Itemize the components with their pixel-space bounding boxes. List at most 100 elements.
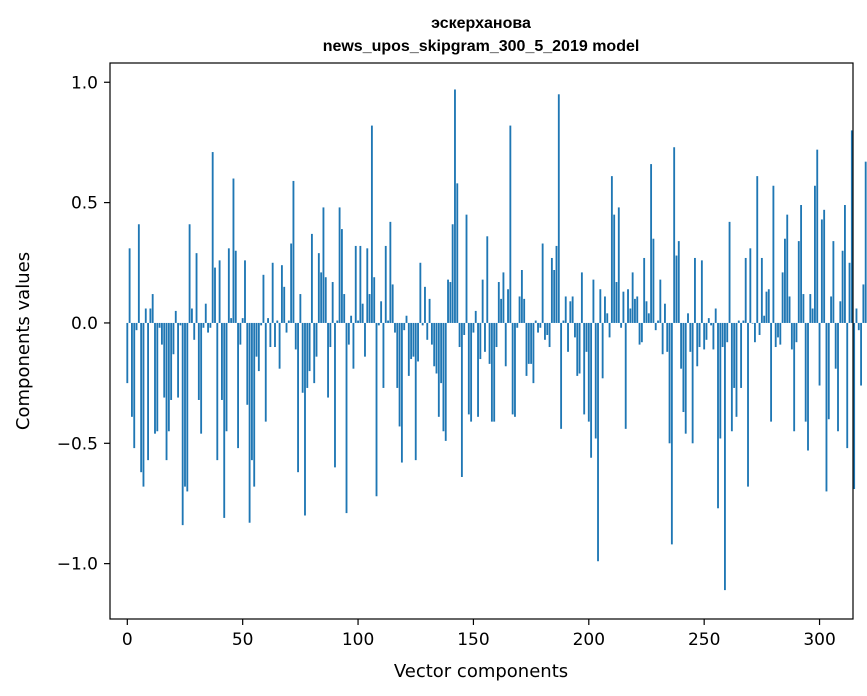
bar [269,322,272,348]
bar [278,322,281,369]
bar [417,322,419,362]
bar [814,185,816,323]
bar [627,289,629,323]
bar [832,241,835,323]
bar [594,322,597,439]
bar [135,322,138,331]
bar [770,322,773,422]
bar [571,296,574,323]
bar [190,308,193,323]
bar [202,322,205,328]
bar [184,322,186,487]
bar [534,320,537,323]
bar [599,289,602,323]
bar [262,274,265,323]
chart-subtitle: news_upos_skipgram_300_5_2019 model [323,38,640,55]
bar [126,322,129,384]
bar [158,322,161,328]
bar [652,238,655,323]
bar [809,294,812,323]
bar [368,294,371,323]
bar [447,279,449,323]
bar [781,272,784,323]
bar [530,322,533,364]
bar [343,294,346,323]
bar [613,214,616,323]
bar [382,322,385,388]
bar [414,322,417,461]
y-tick-label: −0.5 [57,434,98,454]
chart-title: эскерханова [431,15,531,32]
bar [154,322,156,434]
bar [507,289,509,323]
bar [283,286,286,323]
bar [772,185,775,323]
bar [539,322,542,328]
bar [193,322,196,340]
bar [567,322,569,352]
bar [765,291,768,323]
x-axis-label: Vector components [394,661,568,682]
bar [211,152,214,323]
bar [454,89,456,323]
bar [668,322,671,444]
bar [564,296,567,323]
bar [197,322,200,400]
bar [384,245,387,323]
bar [322,207,325,323]
bar [253,322,256,487]
bar [218,260,221,323]
bar [334,322,336,468]
bar [811,308,814,323]
bar [394,322,396,333]
bar [257,322,260,372]
bar [209,322,212,328]
bar [754,322,756,343]
bar [724,322,726,591]
bar [664,303,666,323]
bar [857,322,860,331]
bar [227,248,230,323]
bar [703,322,706,350]
bar [673,147,676,323]
bar [267,318,269,323]
bar [740,322,743,388]
bar [617,207,620,323]
bar [696,322,699,367]
bar [398,322,401,427]
bar [511,322,514,415]
bar [631,272,634,323]
bar [481,279,484,323]
x-tick-label: 100 [342,630,374,650]
bar [751,322,754,324]
bar [677,241,680,323]
bar [728,221,731,323]
bar [502,272,505,323]
bar [634,298,636,323]
bar [700,260,703,323]
bar [177,322,179,398]
bar [583,322,586,415]
bar [597,322,599,562]
bar [310,233,313,323]
bar [636,296,639,323]
bar [707,318,710,323]
bar [287,320,290,323]
bar [364,322,366,357]
bar [818,322,821,386]
bar [721,322,724,348]
bar [488,322,491,364]
bar [694,257,696,323]
bar [691,322,694,444]
bar [165,322,168,461]
bar [758,322,761,335]
bar [470,322,473,422]
bar [647,313,650,323]
bar [230,318,233,323]
plot-frame [109,62,854,620]
bar [331,282,334,323]
bar [504,322,507,367]
bar [848,262,851,323]
y-tick-label: 0.0 [71,314,98,334]
bar [170,322,173,400]
